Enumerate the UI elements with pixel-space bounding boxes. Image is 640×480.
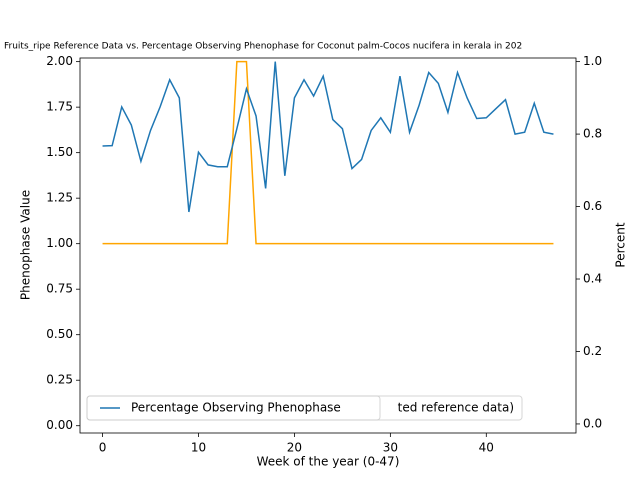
y-tick-label: 0.00 (46, 418, 73, 432)
y-tick-label: 1.25 (46, 191, 73, 205)
y2-tick-label: 0.0 (583, 416, 602, 430)
legend-fragment: ted reference data) (398, 401, 514, 415)
y2-axis-label: Percent (614, 222, 628, 267)
y-axis-label: Phenophase Value (19, 190, 33, 300)
data-line (102, 60, 554, 245)
x-tick-label: 20 (287, 441, 302, 455)
y-tick-label: 0.25 (46, 373, 73, 387)
y2-tick-label: 0.4 (583, 272, 602, 286)
y2-tick-label: 0.6 (583, 199, 602, 213)
x-tick-label: 0 (99, 441, 107, 455)
y2-tick-label: 0.2 (583, 344, 602, 358)
y-tick-label: 0.75 (46, 282, 73, 296)
y2-tick-label: 0.8 (583, 127, 602, 141)
y-tick-label: 2.00 (46, 54, 73, 68)
y-tick-label: 1.75 (46, 100, 73, 114)
y2-tick-label: 1.0 (583, 54, 602, 68)
x-tick-label: 10 (191, 441, 206, 455)
y-tick-label: 1.00 (46, 236, 73, 250)
chart-title: Fruits_ripe Reference Data vs. Percentag… (4, 42, 522, 52)
x-axis-label: Week of the year (0-47) (257, 455, 400, 469)
x-tick-label: 30 (383, 441, 398, 455)
x-tick-label: 40 (479, 441, 494, 455)
plot-frame (79, 57, 577, 434)
y-tick-label: 0.50 (46, 327, 73, 341)
data-line (102, 61, 554, 213)
legend-box (86, 395, 381, 421)
legend-label: Percentage Observing Phenophase (131, 401, 341, 415)
y-tick-label: 1.50 (46, 145, 73, 159)
